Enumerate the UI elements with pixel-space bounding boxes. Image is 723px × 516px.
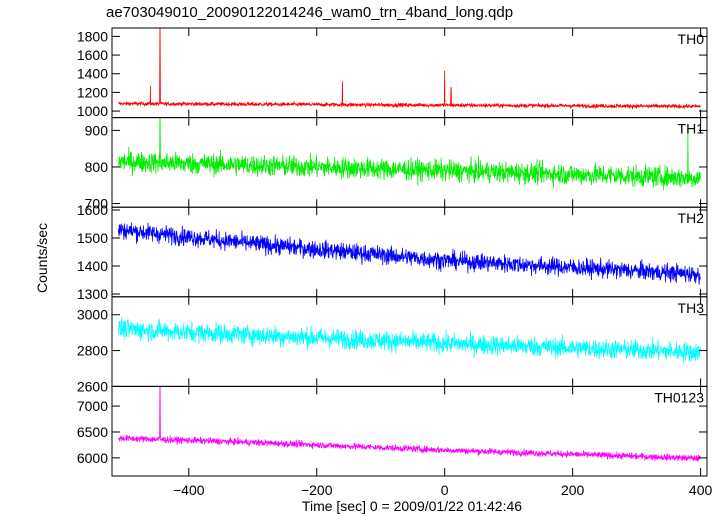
y-tick-label: 3000: [77, 307, 108, 323]
panel-th1: 700 800 900 TH1: [85, 117, 708, 212]
x-tick-label: 400: [689, 482, 713, 498]
series-line-th3: [118, 317, 701, 363]
y-tick-label: 6500: [77, 424, 108, 440]
y-tick-label: 2600: [77, 378, 108, 394]
y-tick-label: 1200: [77, 84, 108, 100]
y-tick-label: 1400: [77, 66, 108, 82]
panel-th0: 1000 1200 1400 1600 1800 TH0: [77, 27, 708, 119]
x-tick-label: −400: [173, 482, 205, 498]
y-tick-label: 1300: [77, 286, 108, 302]
y-tick-label: 1400: [77, 258, 108, 274]
panel-frame: [111, 385, 708, 477]
series-line-th0: [118, 28, 701, 110]
series-line-th0123: [118, 387, 701, 462]
y-tick-label: 800: [85, 159, 109, 175]
y-tick-label: 1600: [77, 202, 108, 218]
x-tick-label: 200: [561, 482, 585, 498]
panel-th3: 2600 2800 3000 TH3: [77, 296, 708, 394]
x-axis: −400 −200 0 200 400: [173, 482, 712, 498]
panel-th0123: 6000 6500 7000 TH0123: [77, 385, 708, 477]
y-tick-label: 700: [85, 196, 109, 212]
y-tick-label: 1000: [77, 103, 108, 119]
y-tick-label: 900: [85, 122, 109, 138]
x-tick-label: 0: [441, 482, 449, 498]
y-tick-label: 2800: [77, 343, 108, 359]
panel-label-th2: TH2: [678, 210, 705, 226]
panel-label-th1: TH1: [678, 121, 705, 137]
x-axis-label: Time [sec] 0 = 2009/01/22 01:42:46: [302, 498, 522, 514]
y-tick-label: 1800: [77, 28, 108, 44]
panel-label-th3: TH3: [678, 300, 705, 316]
y-tick-label: 1600: [77, 47, 108, 63]
panel-label-th0123: TH0123: [654, 389, 704, 405]
y-tick-label: 6000: [77, 450, 108, 466]
x-tick-label: −200: [301, 482, 333, 498]
panel-label-th0: TH0: [678, 31, 705, 47]
panel-th2: 1300 1400 1500 1600 TH2: [77, 202, 708, 302]
series-line-th1: [118, 118, 701, 191]
chart-title: ae703049010_20090122014246_wam0_trn_4ban…: [106, 4, 514, 21]
series-line-th2: [118, 222, 701, 285]
y-tick-label: 1500: [77, 230, 108, 246]
y-tick-label: 7000: [77, 398, 108, 414]
y-axis-label: Counts/sec: [34, 223, 50, 293]
